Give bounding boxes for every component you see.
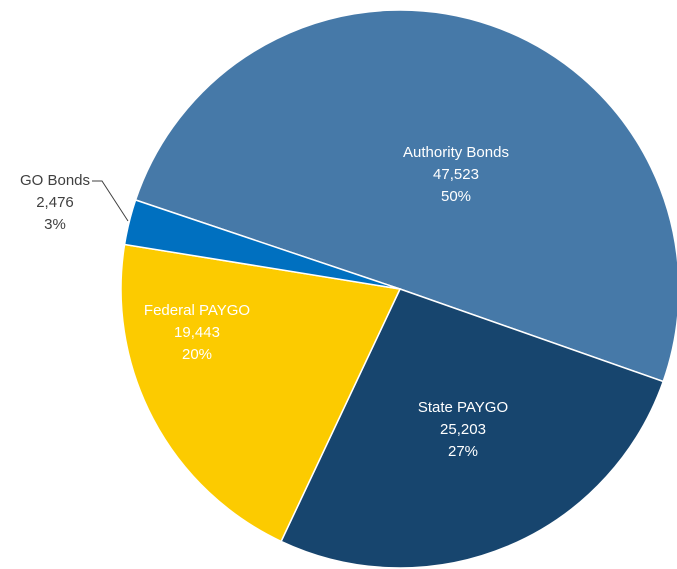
value-label: 47,523 xyxy=(433,166,479,183)
percent-label: 27% xyxy=(448,443,478,460)
slice-label: State PAYGO xyxy=(418,399,508,416)
value-label: 19,443 xyxy=(174,324,220,341)
value-label: 25,203 xyxy=(440,421,486,438)
leader-line xyxy=(92,180,129,222)
value-label: 2,476 xyxy=(36,194,74,211)
slice-label: GO Bonds xyxy=(20,172,90,189)
percent-label: 3% xyxy=(44,216,66,233)
slice-label: Federal PAYGO xyxy=(144,302,250,319)
percent-label: 20% xyxy=(182,346,212,363)
percent-label: 50% xyxy=(441,188,471,205)
pie-slice xyxy=(123,199,401,290)
pie-slice xyxy=(280,288,665,569)
slice-label: Authority Bonds xyxy=(403,144,509,161)
pie-slice xyxy=(120,243,402,543)
